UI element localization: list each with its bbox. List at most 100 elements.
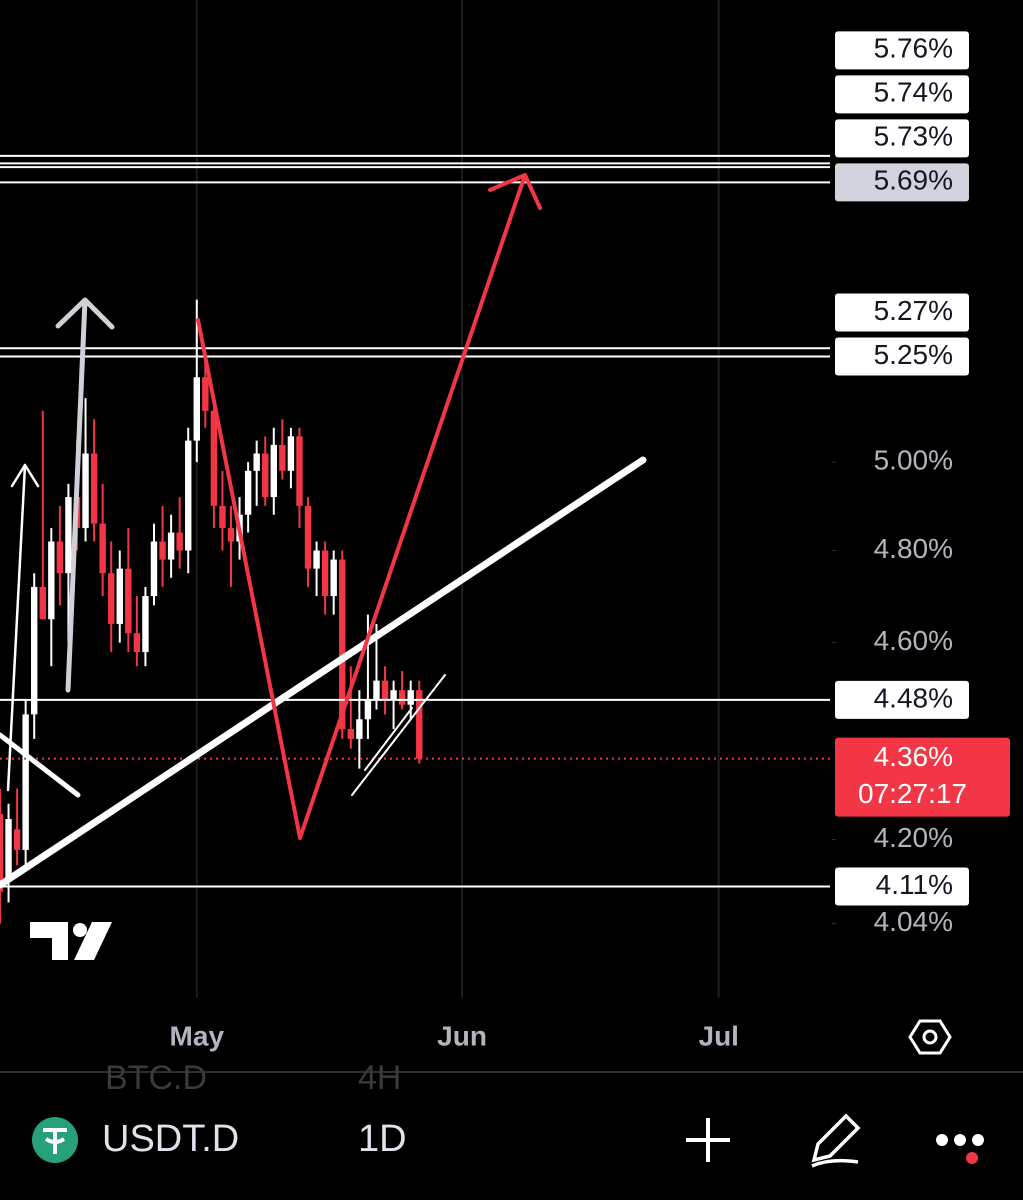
candle-body [356, 719, 363, 739]
candle-body [416, 690, 423, 759]
candle-body [287, 436, 295, 471]
price-label-box [835, 119, 969, 158]
projection-arrow [196, 173, 542, 840]
plot [0, 0, 830, 998]
candle-body [82, 453, 89, 529]
candle-body [90, 453, 98, 524]
candle-body [270, 444, 277, 498]
y-tick-label: 4.20% [874, 822, 953, 853]
dot [936, 1134, 948, 1146]
y-tick-label: 5.00% [874, 445, 953, 476]
dot [954, 1134, 966, 1146]
candle-body [108, 573, 115, 624]
drawings [0, 173, 647, 889]
arrow [55, 297, 115, 693]
candle-body [5, 819, 12, 882]
last-price-label: 4.36% [874, 741, 953, 772]
candle-body [13, 829, 21, 850]
price-label-box [835, 867, 969, 906]
candle-body [373, 680, 380, 700]
tv-logo [30, 922, 112, 960]
arrow [6, 463, 40, 792]
candle-body [48, 541, 55, 620]
logo-part [30, 922, 68, 960]
hexagon-center [922, 1029, 938, 1045]
price-label: 4.11% [876, 869, 953, 900]
add-button[interactable] [686, 1118, 730, 1162]
candle-body [244, 470, 252, 515]
price-label-box [835, 31, 969, 70]
candle-body [0, 813, 4, 892]
x-tick-label: May [170, 1020, 225, 1051]
price-label: 5.76% [874, 33, 953, 64]
price-label-box [835, 337, 969, 376]
candle-body [381, 680, 389, 700]
price-label-box [835, 293, 969, 332]
draw-button[interactable] [811, 1113, 861, 1168]
logo-part [74, 922, 112, 960]
candle-body [364, 699, 372, 720]
candle-body [133, 633, 141, 653]
trend-line [0, 456, 647, 889]
settings-icon[interactable] [908, 1019, 952, 1055]
candle-body [262, 453, 269, 498]
candle-body [390, 690, 397, 700]
symbol[interactable]: USDT.D [102, 1118, 239, 1160]
candle-body [159, 541, 166, 560]
y-tick-label: 4.60% [874, 625, 953, 656]
candle-body [253, 453, 260, 471]
candle-body [125, 568, 132, 634]
y-tick-label: 4.80% [874, 533, 953, 564]
candle-body [321, 550, 329, 597]
x-tick-label: Jul [699, 1020, 739, 1051]
candle-body [176, 532, 183, 551]
x-tick-label: Jun [437, 1020, 487, 1051]
interval[interactable]: 1D [358, 1118, 407, 1160]
candle-body [313, 550, 320, 569]
candle-body [142, 596, 149, 653]
last-price-box [835, 737, 1010, 817]
price-axis: May Jun Jul 5.00% 4.80% 4.60% 4.20% 4.04% 4.11% 4… [170, 31, 1010, 1051]
faded-symbol: BTC.D [105, 1059, 207, 1097]
price-label: 4.48% [874, 682, 953, 713]
candle-body [407, 690, 414, 705]
candle-body [202, 377, 209, 411]
y-tick-label: 4.04% [874, 906, 953, 937]
candle-body [116, 568, 123, 624]
candle-body [330, 559, 337, 597]
candle-body [304, 505, 312, 569]
faded-interval: 4H [358, 1059, 401, 1097]
candle-body [31, 586, 38, 715]
price-label-box [835, 680, 969, 719]
countdown: 07:27:17 [858, 778, 967, 809]
price-label: 5.74% [874, 77, 953, 108]
candle-body [227, 528, 235, 542]
price-label-box [835, 163, 969, 202]
price-label-box [835, 75, 969, 114]
candle-body [296, 436, 303, 506]
price-label: 5.73% [874, 121, 953, 152]
candle-body [339, 559, 346, 730]
logo-part [73, 923, 87, 937]
candle-body [219, 505, 226, 529]
candle-body [39, 586, 46, 620]
candle-body [193, 377, 200, 441]
more-button[interactable] [936, 1134, 984, 1164]
price-label: 5.25% [874, 339, 953, 370]
hexagon [908, 1019, 952, 1055]
candle-body [347, 729, 355, 739]
trend-line [0, 732, 81, 798]
candle-body [167, 532, 175, 560]
notification-dot [966, 1152, 978, 1164]
candle-body [99, 523, 106, 574]
candle-body [210, 410, 218, 506]
candle-body [65, 497, 72, 574]
candle-body [56, 541, 64, 574]
candle-body [22, 714, 29, 850]
tether-glyph [43, 1128, 67, 1154]
channel [351, 674, 446, 796]
price-label: 5.69% [874, 165, 953, 196]
candle-body [398, 690, 406, 705]
